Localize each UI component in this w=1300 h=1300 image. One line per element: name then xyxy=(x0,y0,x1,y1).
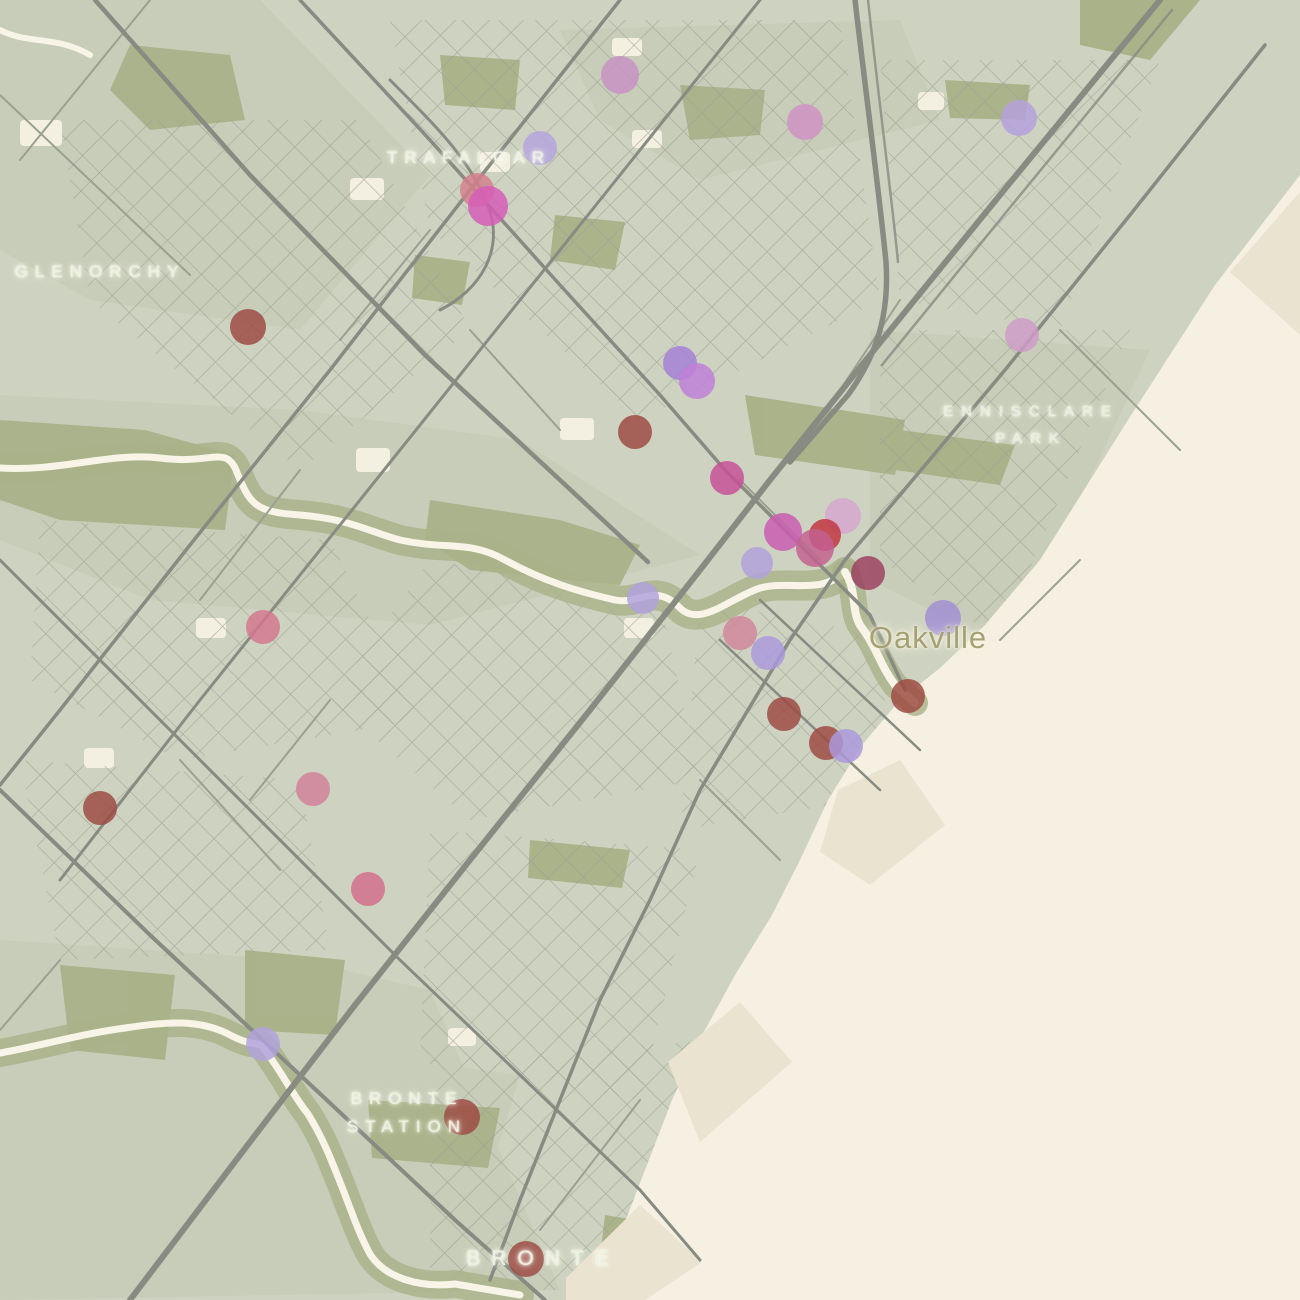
map-marker-violet[interactable] xyxy=(679,363,715,399)
place-label-oakville: Oakville xyxy=(868,620,988,655)
map-marker-pink[interactable] xyxy=(296,772,330,806)
place-label-glenorchy: GLENORCHY xyxy=(14,262,186,281)
map-marker-purple[interactable] xyxy=(925,600,961,636)
map-marker-pink-red[interactable] xyxy=(246,610,280,644)
map-marker-maroon[interactable] xyxy=(851,556,885,590)
map-marker-light-purple[interactable] xyxy=(627,582,659,614)
map-marker-rose[interactable] xyxy=(796,529,834,567)
map-marker-light-purple[interactable] xyxy=(1001,100,1037,136)
map-marker-dark-red[interactable] xyxy=(230,309,266,345)
map-marker-dark-red[interactable] xyxy=(444,1099,480,1135)
map-marker-light-purple[interactable] xyxy=(741,547,773,579)
map-marker-lavender[interactable] xyxy=(751,636,785,670)
map-marker-dark-red[interactable] xyxy=(508,1241,544,1277)
map-marker-dark-red[interactable] xyxy=(618,415,652,449)
place-label-bronte-station: BRONTE STATION xyxy=(346,1089,468,1136)
shore-patches xyxy=(566,192,1300,1300)
map-marker-deep-pink[interactable] xyxy=(710,461,744,495)
map-marker-magenta[interactable] xyxy=(764,513,802,551)
map-marker-plum[interactable] xyxy=(601,56,639,94)
map-marker-rose-pink[interactable] xyxy=(723,616,757,650)
map-marker-dark-red[interactable] xyxy=(83,791,117,825)
place-label-bronte: BRONTE xyxy=(466,1247,620,1270)
lake-water xyxy=(595,175,1300,1300)
map-marker-lavender[interactable] xyxy=(829,729,863,763)
place-label-trafalgar: TRAFALGAR xyxy=(386,148,552,167)
map-marker-orchid-pink[interactable] xyxy=(1005,318,1039,352)
place-label-ennisclare-park: ENNISCLARE PARK xyxy=(943,403,1119,447)
creeks xyxy=(0,27,928,1300)
map-marker-magenta[interactable] xyxy=(468,186,508,226)
major-roads xyxy=(0,0,1267,1300)
map-marker-dark-red[interactable] xyxy=(891,679,925,713)
map-marker-pink-orchid[interactable] xyxy=(787,104,823,140)
map-marker-light-purple[interactable] xyxy=(246,1027,280,1061)
map-marker-light-purple[interactable] xyxy=(523,131,557,165)
map-marker-pink-red[interactable] xyxy=(351,872,385,906)
map-marker-dark-red[interactable] xyxy=(767,697,801,731)
